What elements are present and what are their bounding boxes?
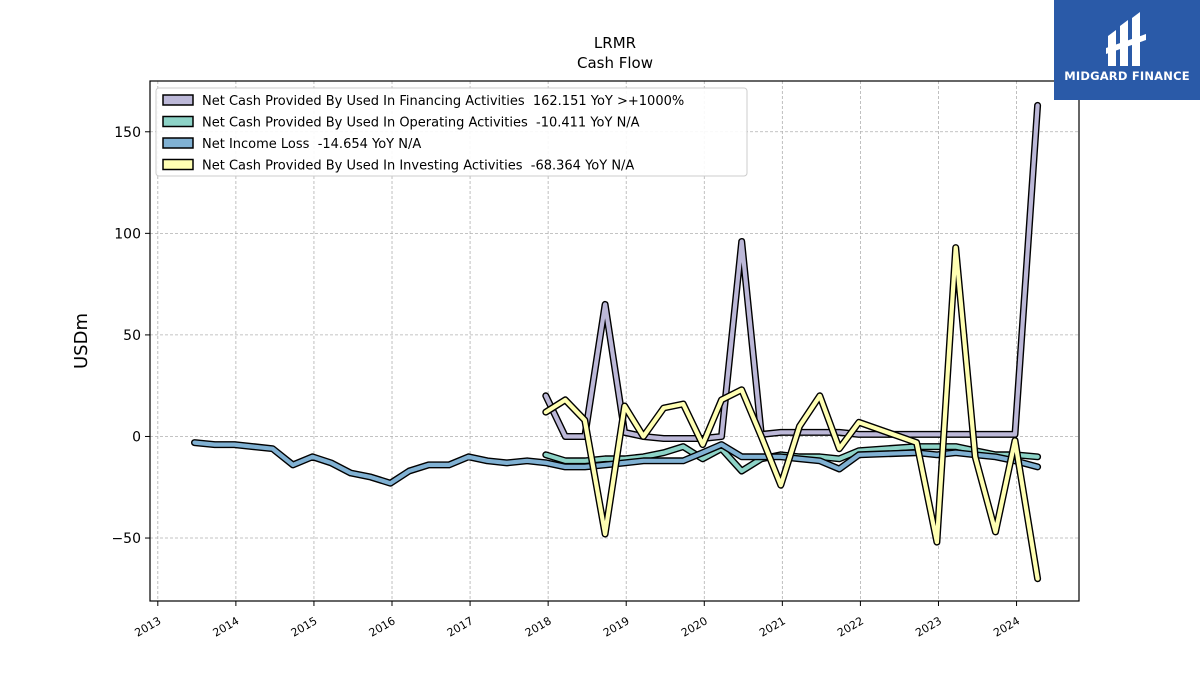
series-line <box>543 245 1040 581</box>
x-tick-label: 2014 <box>211 614 242 639</box>
x-tick-label: 2015 <box>289 614 320 639</box>
y-tick-label: 150 <box>114 125 141 141</box>
legend-swatch <box>162 158 194 171</box>
x-tick-label: 2013 <box>133 614 164 639</box>
x-tick-label: 2023 <box>913 614 944 639</box>
x-tick-label: 2020 <box>679 614 710 639</box>
legend-box <box>155 87 748 177</box>
midgard-finance-logo: MIDGARD FINANCE <box>1054 0 1200 100</box>
x-tick-label: 2018 <box>523 614 554 639</box>
y-tick-label: 50 <box>123 328 141 344</box>
legend-swatch <box>162 115 194 128</box>
legend-entry-label: Net Income Loss -14.654 YoY N/A <box>202 137 421 152</box>
legend-entry-label: Net Cash Provided By Used In Investing A… <box>202 159 634 174</box>
series-lines <box>191 101 1042 583</box>
x-tick-label: 2024 <box>991 614 1022 639</box>
plot-area-frame <box>149 80 1080 602</box>
chart-title: LRMR <box>594 34 636 52</box>
brand-name: MIDGARD FINANCE <box>1064 69 1190 83</box>
y-tick-label: 0 <box>132 429 141 445</box>
x-tick-label: 2017 <box>445 614 476 639</box>
legend-swatch <box>162 94 194 106</box>
x-tick-label: 2022 <box>835 614 866 639</box>
x-tick-label: 2019 <box>601 614 632 639</box>
chart-legend: Net Cash Provided By Used In Financing A… <box>155 87 748 177</box>
legend-swatch <box>162 137 194 149</box>
y-tick-label: 100 <box>114 226 141 242</box>
legend-entry-label: Net Cash Provided By Used In Financing A… <box>202 94 684 109</box>
midgard-logo-icon <box>1106 12 1146 66</box>
x-tick-label: 2021 <box>757 614 788 639</box>
y-axis-label: USDm <box>71 313 92 369</box>
y-tick-label: −50 <box>111 531 141 547</box>
chart-subtitle: Cash Flow <box>577 54 653 72</box>
axes: 2013 2014 2015 2016 2017 2018 2019 2020 2021 2022… <box>111 125 1022 640</box>
legend-entry-label: Net Cash Provided By Used In Operating A… <box>202 116 640 131</box>
x-tick-label: 2016 <box>367 614 398 639</box>
